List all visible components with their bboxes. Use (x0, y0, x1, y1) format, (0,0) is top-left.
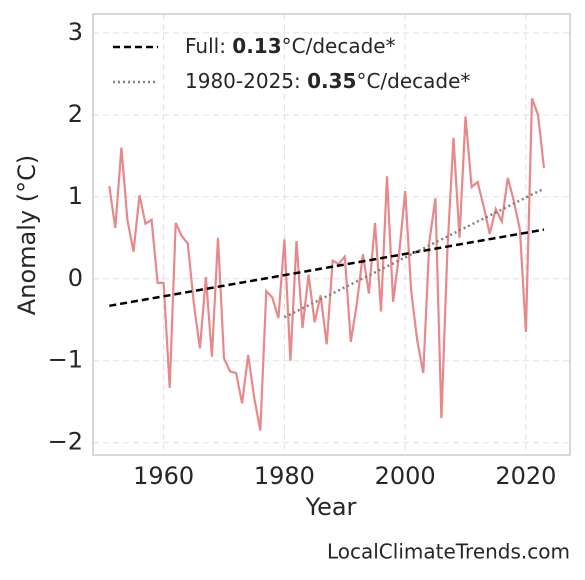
y-tick-label: 0 (68, 264, 83, 292)
y-tick-label: −1 (48, 346, 83, 374)
legend-label: Full: 0.13°C/decade* (185, 34, 396, 58)
x-tick-label: 1980 (254, 462, 315, 490)
x-tick-label: 2000 (375, 462, 436, 490)
legend-text: °C/decade* (282, 34, 396, 58)
series-line (108, 98, 546, 431)
y-tick-label: 3 (68, 18, 83, 46)
legend-text: °C/decade* (356, 69, 470, 93)
series-line (283, 187, 545, 319)
x-tick-label: 1960 (133, 462, 194, 490)
y-axis-label: Anomaly (°C) (13, 155, 41, 315)
plot-frame (92, 13, 571, 456)
y-tick-label: −2 (48, 428, 83, 456)
source: LocalClimateTrends.com (327, 540, 570, 564)
series-line (109, 228, 545, 308)
legend-text: 0.13 (232, 34, 281, 58)
legend-text: Full: (185, 34, 232, 58)
legend-label: 1980-2025: 0.35°C/decade* (185, 69, 470, 93)
y-tick-label: 1 (68, 182, 83, 210)
x-axis-label: Year (305, 493, 357, 521)
x-tick-label: 2020 (495, 462, 556, 490)
legend-text: 1980-2025: (185, 69, 307, 93)
legend-text: 0.35 (307, 69, 356, 93)
y-tick-label: 2 (68, 100, 83, 128)
